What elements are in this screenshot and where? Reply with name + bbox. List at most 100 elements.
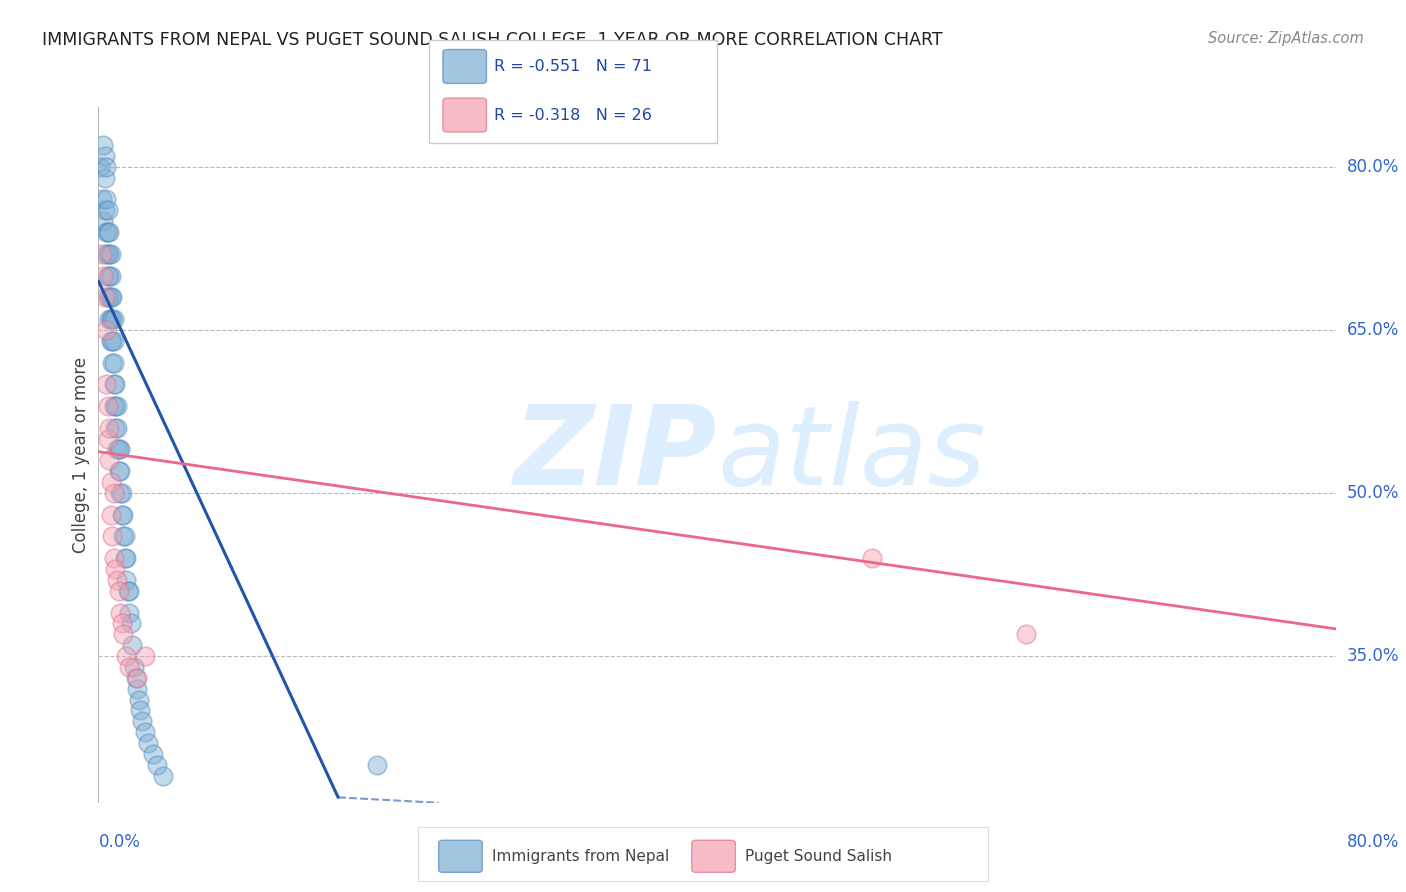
Point xyxy=(366,757,388,772)
Point xyxy=(103,334,125,348)
Point xyxy=(111,508,132,522)
Point xyxy=(114,529,136,543)
Point xyxy=(108,442,131,457)
Point xyxy=(90,247,112,261)
Point xyxy=(105,399,128,413)
Point xyxy=(107,464,129,478)
Point xyxy=(118,606,141,620)
Point xyxy=(860,551,883,566)
Point xyxy=(93,290,115,304)
Y-axis label: College, 1 year or more: College, 1 year or more xyxy=(72,357,90,553)
Point xyxy=(101,290,124,304)
Point xyxy=(127,671,149,685)
Point xyxy=(108,464,131,478)
Point xyxy=(136,736,159,750)
Point xyxy=(127,681,149,696)
Point xyxy=(112,529,135,543)
Point xyxy=(100,312,122,326)
Point xyxy=(101,529,124,543)
Point xyxy=(111,486,132,500)
Point xyxy=(91,268,114,283)
Point xyxy=(146,757,169,772)
Point xyxy=(96,323,118,337)
Point xyxy=(103,355,125,369)
Text: 0.0%: 0.0% xyxy=(98,833,141,851)
Point xyxy=(89,160,111,174)
Point xyxy=(98,247,121,261)
Point xyxy=(98,290,121,304)
Point xyxy=(100,268,122,283)
Point xyxy=(117,583,139,598)
Text: 35.0%: 35.0% xyxy=(1347,647,1399,665)
Text: atlas: atlas xyxy=(717,401,986,508)
Point xyxy=(101,334,124,348)
Text: Puget Sound Salish: Puget Sound Salish xyxy=(745,849,893,863)
Point xyxy=(104,399,127,413)
Point xyxy=(97,225,120,239)
Point xyxy=(96,193,118,207)
Text: 80.0%: 80.0% xyxy=(1347,158,1399,176)
Point xyxy=(93,203,115,218)
Point xyxy=(100,334,122,348)
Point xyxy=(105,442,128,457)
Point xyxy=(104,562,127,576)
Point xyxy=(122,660,145,674)
Point xyxy=(105,573,128,587)
Point xyxy=(115,551,138,566)
Point xyxy=(97,203,120,218)
Point xyxy=(115,648,138,663)
Point xyxy=(115,573,138,587)
Point xyxy=(131,714,153,729)
Point xyxy=(112,508,135,522)
Point xyxy=(120,616,142,631)
Point xyxy=(97,399,120,413)
Point xyxy=(118,660,141,674)
Point xyxy=(104,421,127,435)
Point xyxy=(100,247,122,261)
Point xyxy=(103,312,125,326)
Point xyxy=(108,606,131,620)
Point xyxy=(100,508,122,522)
Point xyxy=(124,671,146,685)
Point xyxy=(111,616,132,631)
Point xyxy=(101,355,124,369)
Point xyxy=(98,312,121,326)
Point xyxy=(107,442,129,457)
Point xyxy=(114,551,136,566)
Point xyxy=(103,399,125,413)
Point xyxy=(134,648,156,663)
Point xyxy=(96,160,118,174)
Point xyxy=(141,747,165,761)
Text: IMMIGRANTS FROM NEPAL VS PUGET SOUND SALISH COLLEGE, 1 YEAR OR MORE CORRELATION : IMMIGRANTS FROM NEPAL VS PUGET SOUND SAL… xyxy=(42,31,943,49)
Point xyxy=(101,312,124,326)
Text: ZIP: ZIP xyxy=(513,401,717,508)
Text: 50.0%: 50.0% xyxy=(1347,484,1399,502)
Point xyxy=(112,627,135,641)
Point xyxy=(129,703,152,717)
Point xyxy=(97,268,120,283)
Point xyxy=(96,377,118,392)
Text: Immigrants from Nepal: Immigrants from Nepal xyxy=(492,849,669,863)
Point xyxy=(97,290,120,304)
Point xyxy=(98,421,121,435)
Point xyxy=(105,421,128,435)
Text: R = -0.551   N = 71: R = -0.551 N = 71 xyxy=(494,59,651,74)
Point xyxy=(93,170,115,185)
Point xyxy=(121,638,143,652)
Point xyxy=(93,149,115,163)
Text: 80.0%: 80.0% xyxy=(1347,833,1399,851)
Point xyxy=(103,551,125,566)
Point xyxy=(91,138,114,153)
Point xyxy=(104,377,127,392)
Point xyxy=(90,193,112,207)
Point xyxy=(103,377,125,392)
Point xyxy=(100,290,122,304)
Point xyxy=(128,692,150,706)
Point xyxy=(91,214,114,228)
Point xyxy=(97,247,120,261)
Text: Source: ZipAtlas.com: Source: ZipAtlas.com xyxy=(1208,31,1364,46)
Point xyxy=(1015,627,1038,641)
Point xyxy=(98,453,121,467)
Point xyxy=(98,225,121,239)
Point xyxy=(152,769,174,783)
